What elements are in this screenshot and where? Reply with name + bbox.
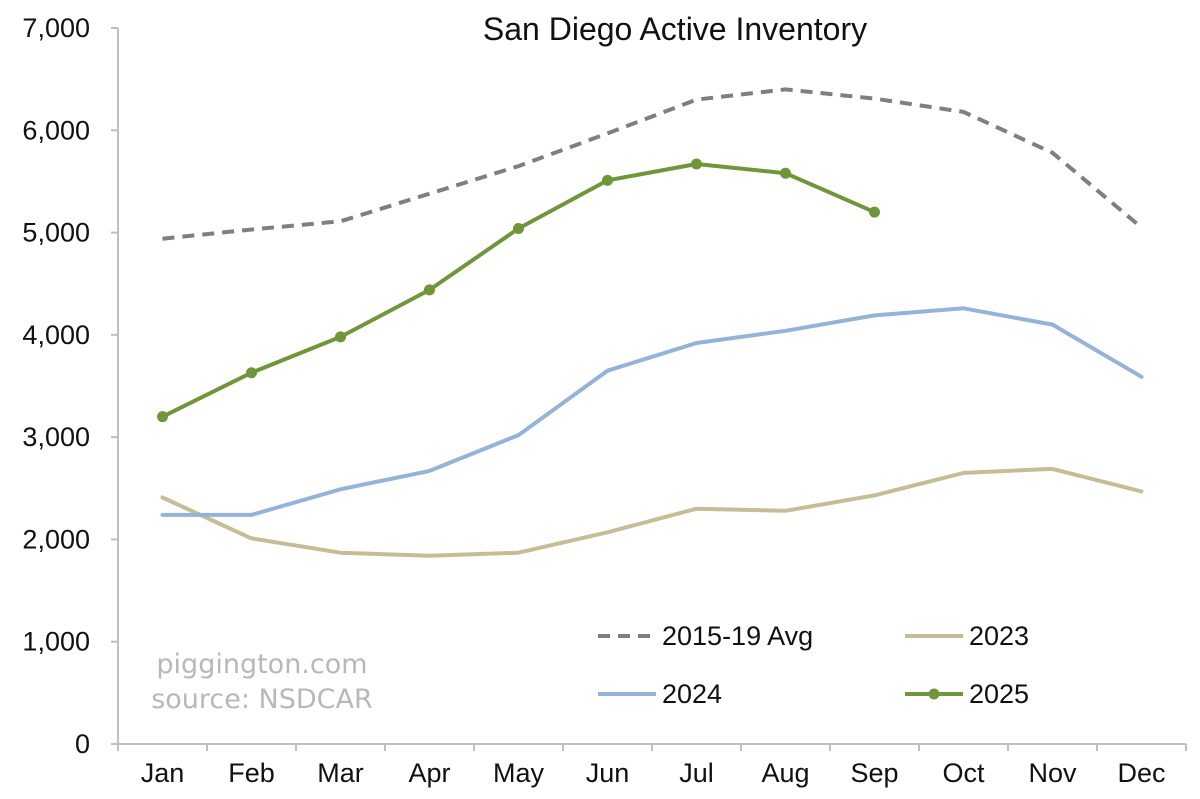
data-point-2025 [602,174,613,186]
legend-label-2025: 2025 [969,679,1029,709]
y-tick-label: 7,000 [22,13,90,43]
legend-label-2023: 2023 [969,621,1029,651]
y-tick-label: 0 [75,729,90,759]
legend-label-2024: 2024 [662,679,722,709]
x-tick-label: Nov [1028,758,1077,788]
data-point-2025 [335,331,346,343]
data-point-2025 [691,158,702,170]
watermark-site: piggington.com [156,649,367,680]
axes: 0 1,000 2,000 3,000 4,000 5,000 6,000 7,000 Jan F… [22,13,1187,788]
legend-entry-2023: 2023 [905,621,1029,651]
x-tick-label: Aug [761,758,809,788]
series-line-2024 [160,306,1144,517]
series-2024 [160,306,1144,517]
data-point-2025 [157,411,168,423]
legend-label-2015-19-avg: 2015-19 Avg [662,621,813,651]
x-tick-label: Jul [679,758,714,788]
legend-entry-2015-19-avg: 2015-19 Avg [598,621,813,651]
x-tick-label: Dec [1117,758,1165,788]
y-tick-label: 4,000 [22,320,90,350]
legend-entry-2025: 2025 [905,679,1029,709]
data-point-2025 [513,222,524,234]
series-layer [157,87,1144,558]
y-tick-label: 6,000 [22,115,90,145]
x-tick-label: Jun [586,758,630,788]
data-point-2025 [780,167,791,179]
series-2023 [160,466,1144,558]
data-point-2025 [869,206,880,218]
legend: 2015-19 Avg 2023 2024 2025 [598,621,1029,709]
y-tick-label: 5,000 [22,218,90,248]
y-tick-label: 1,000 [22,627,90,657]
data-point-2025 [246,367,257,379]
x-tick-label: Apr [408,758,450,788]
y-tick-label: 2,000 [22,524,90,554]
x-tick-label: May [493,758,545,788]
chart-title: San Diego Active Inventory [483,11,867,47]
series-line-2025 [160,162,877,419]
legend-marker-2025 [928,688,940,700]
series-line-2023 [160,466,1144,558]
series-2015-19-avg [162,87,1143,241]
x-tick-label: Feb [228,758,275,788]
series-line-2015-19-avg [162,87,1143,241]
x-tick-label: Sep [850,758,898,788]
x-tick-label: Jan [141,758,185,788]
x-tick-label: Mar [317,758,364,788]
y-tick-label: 3,000 [22,422,90,452]
x-tick-label: Oct [942,758,985,788]
series-2025 [157,158,880,423]
data-point-2025 [424,284,435,296]
legend-entry-2024: 2024 [598,679,722,709]
watermark-source: source: NSDCAR [151,684,373,715]
